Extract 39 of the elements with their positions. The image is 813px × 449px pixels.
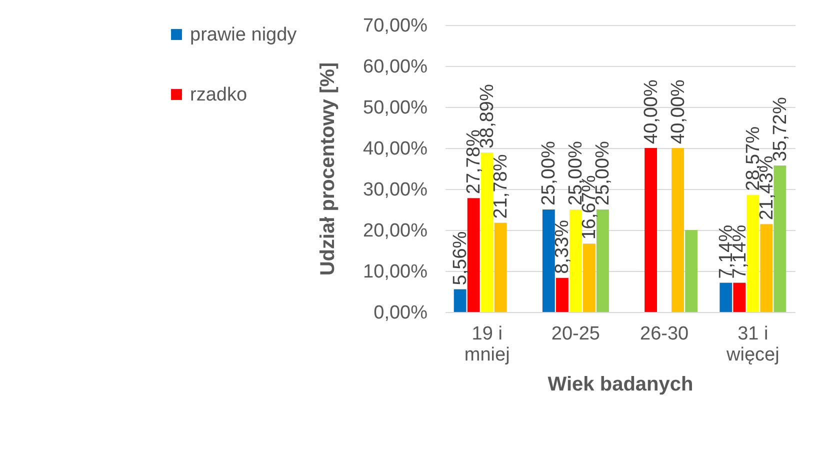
x-tick-label: 20-25 <box>551 324 600 344</box>
y-tick-label: 50,00% <box>363 98 428 118</box>
bar <box>672 148 684 312</box>
bar <box>494 222 507 312</box>
bar <box>774 166 786 312</box>
bar <box>685 230 698 312</box>
bar <box>644 148 658 312</box>
x-axis-title: Wiek badanych <box>548 374 694 396</box>
data-label: 21,78% <box>490 154 512 219</box>
y-tick-label: 60,00% <box>363 56 428 78</box>
x-tick-label: 31 i więcej <box>726 324 780 366</box>
legend-label: rzadko <box>190 84 248 106</box>
bar <box>582 244 596 312</box>
x-tick-label: 26-30 <box>640 324 689 344</box>
y-tick-label: 70,00% <box>363 16 428 36</box>
bar <box>467 198 480 312</box>
bar <box>556 278 568 312</box>
y-tick-label: 20,00% <box>363 220 428 242</box>
bar <box>454 289 466 312</box>
bar <box>596 210 609 312</box>
bar <box>733 282 746 312</box>
x-tick-label: 19 i mniej <box>464 324 510 366</box>
legend-label: prawie nigdy <box>190 24 298 46</box>
data-label: 5,56% <box>450 231 472 286</box>
bar <box>760 224 773 312</box>
bar <box>480 152 494 312</box>
bar <box>746 194 760 312</box>
bar <box>569 210 582 312</box>
data-label: 8,33% <box>552 220 574 274</box>
y-tick-label: 40,00% <box>363 138 428 160</box>
y-axis-title: Udział procentowy [%] <box>317 62 340 276</box>
bar <box>542 210 555 312</box>
data-label: 40,00% <box>668 79 689 144</box>
data-label: 40,00% <box>640 79 662 144</box>
y-tick-label: 10,00% <box>363 262 428 282</box>
data-label: 25,00% <box>538 140 560 206</box>
bar <box>720 282 732 312</box>
y-tick-label: 30,00% <box>363 180 428 200</box>
y-tick-label: 0,00% <box>374 302 428 324</box>
